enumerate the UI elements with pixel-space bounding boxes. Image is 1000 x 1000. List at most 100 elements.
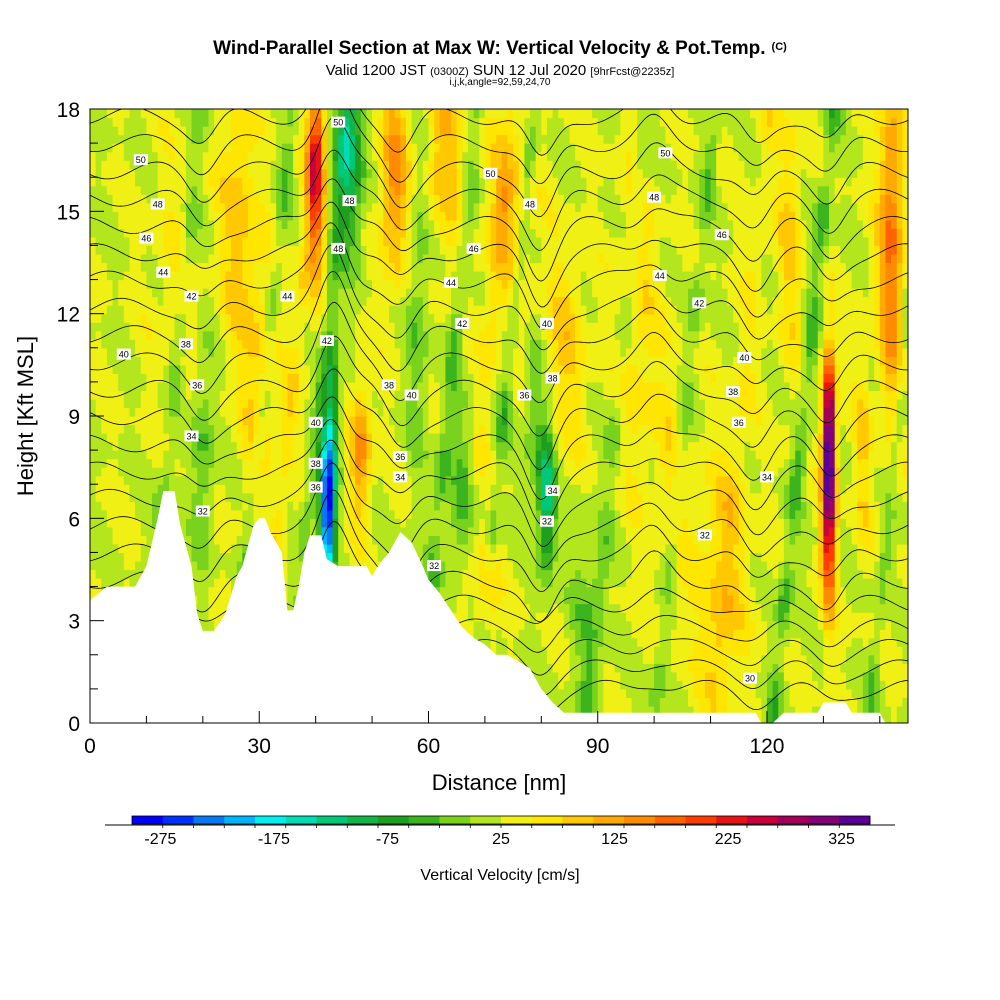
- velocity-cell: [281, 501, 289, 511]
- velocity-cell: [789, 697, 796, 707]
- velocity-cell: [569, 441, 576, 451]
- velocity-cell: [592, 586, 599, 596]
- velocity-cell: [676, 458, 683, 468]
- velocity-cell: [123, 569, 131, 579]
- velocity-cell: [625, 467, 633, 477]
- velocity-cell: [377, 475, 384, 485]
- velocity-cell: [208, 543, 215, 554]
- velocity-cell: [744, 646, 751, 656]
- velocity-cell: [783, 518, 791, 528]
- velocity-cell: [761, 714, 768, 723]
- velocity-cell: [783, 535, 791, 545]
- velocity-cell: [738, 586, 745, 596]
- velocity-cell: [704, 492, 712, 502]
- velocity-cell: [563, 475, 571, 485]
- velocity-cell: [800, 560, 808, 571]
- velocity-cell: [383, 467, 390, 477]
- velocity-cell: [806, 637, 813, 647]
- velocity-cell: [372, 424, 379, 434]
- velocity-cell: [112, 492, 119, 502]
- velocity-cell: [231, 569, 238, 579]
- velocity-cell: [501, 467, 509, 477]
- velocity-cell: [789, 620, 796, 630]
- velocity-cell: [484, 560, 492, 571]
- velocity-cell: [552, 671, 559, 681]
- velocity-cell: [637, 509, 644, 519]
- velocity-cell: [140, 492, 148, 502]
- velocity-cell: [467, 560, 475, 571]
- velocity-cell: [360, 484, 368, 494]
- velocity-cell: [123, 433, 131, 443]
- velocity-cell: [625, 441, 633, 451]
- velocity-cell: [513, 629, 520, 639]
- velocity-cell: [783, 458, 791, 468]
- velocity-cell: [377, 509, 384, 519]
- velocity-cell: [106, 578, 114, 588]
- velocity-cell: [812, 492, 819, 502]
- velocity-cell: [902, 450, 908, 460]
- velocity-cell: [817, 450, 824, 460]
- velocity-cell: [891, 697, 898, 707]
- velocity-cell: [648, 492, 655, 502]
- velocity-cell: [349, 543, 356, 554]
- velocity-cell: [569, 603, 576, 613]
- velocity-cell: [609, 509, 616, 519]
- velocity-cell: [484, 501, 492, 511]
- velocity-cell: [575, 697, 582, 707]
- velocity-cell: [834, 569, 841, 579]
- velocity-cell: [214, 543, 221, 554]
- velocity-cell: [789, 475, 796, 485]
- velocity-cell: [665, 629, 672, 639]
- velocity-cell: [417, 526, 424, 536]
- velocity-cell: [755, 475, 762, 485]
- velocity-cell: [287, 518, 294, 528]
- velocity-cell: [180, 518, 187, 528]
- velocity-cell: [524, 458, 531, 468]
- velocity-cell: [343, 492, 351, 502]
- velocity-cell: [761, 501, 768, 511]
- velocity-cell: [676, 663, 683, 673]
- velocity-cell: [247, 458, 255, 468]
- velocity-cell: [575, 518, 582, 528]
- velocity-cell: [552, 526, 559, 536]
- velocity-cell: [501, 646, 509, 656]
- velocity-cell: [761, 450, 768, 460]
- velocity-cell: [129, 484, 136, 494]
- velocity-cell: [332, 424, 339, 434]
- velocity-cell: [806, 612, 813, 622]
- velocity-cell: [716, 501, 723, 511]
- velocity-cell: [772, 586, 779, 596]
- velocity-cell: [575, 671, 582, 681]
- velocity-cell: [208, 612, 215, 622]
- velocity-cell: [451, 586, 458, 596]
- velocity-cell: [473, 458, 480, 468]
- velocity-cell: [247, 484, 255, 494]
- velocity-cell: [716, 578, 723, 588]
- velocity-cell: [857, 629, 864, 639]
- velocity-cell: [603, 492, 610, 502]
- velocity-cell: [631, 518, 638, 528]
- velocity-cell: [146, 433, 153, 443]
- velocity-cell: [496, 620, 503, 630]
- velocity-cell: [467, 620, 475, 630]
- velocity-cell: [484, 433, 492, 443]
- velocity-cell: [659, 680, 667, 690]
- velocity-cell: [721, 688, 729, 699]
- velocity-cell: [648, 612, 655, 622]
- velocity-cell: [343, 518, 351, 528]
- velocity-cell: [518, 646, 525, 656]
- velocity-cell: [874, 569, 881, 579]
- velocity-cell: [586, 467, 593, 477]
- velocity-cell: [879, 509, 887, 519]
- velocity-cell: [152, 492, 159, 502]
- velocity-cell: [778, 620, 785, 630]
- velocity-cell: [885, 620, 892, 630]
- velocity-cell: [501, 535, 509, 545]
- velocity-cell: [129, 424, 136, 434]
- velocity-cell: [789, 603, 796, 613]
- velocity-cell: [276, 526, 283, 536]
- velocity-cell: [191, 578, 198, 588]
- velocity-cell: [349, 526, 356, 536]
- velocity-cell: [253, 433, 260, 443]
- velocity-cell: [434, 441, 441, 451]
